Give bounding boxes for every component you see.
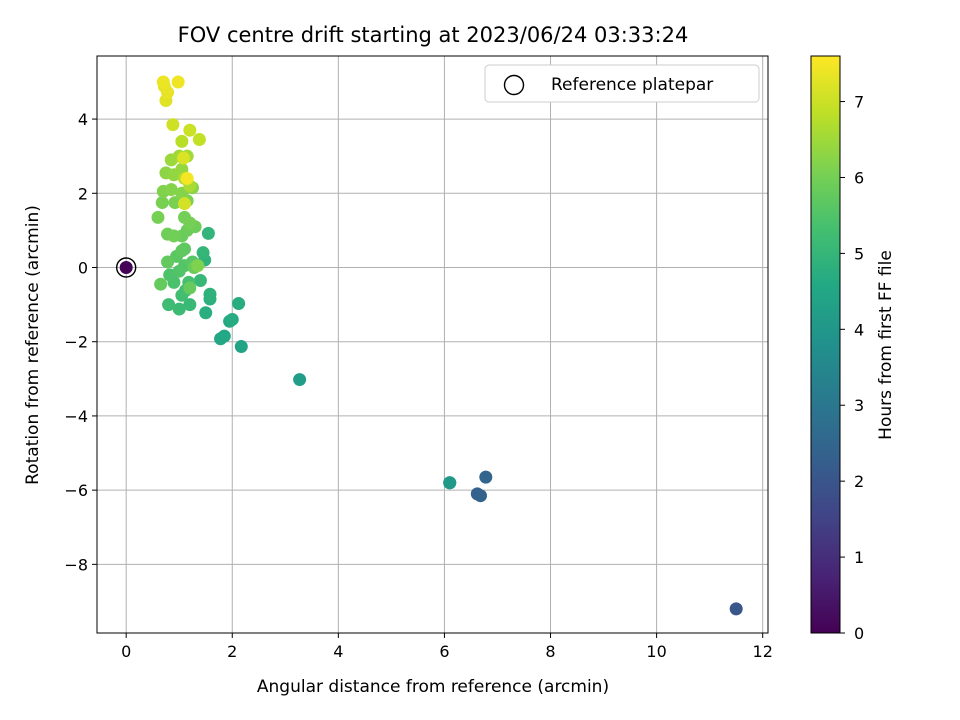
data-point: [199, 306, 213, 320]
data-point: [164, 183, 178, 197]
y-tick-label: −8: [64, 555, 88, 574]
data-point: [171, 75, 185, 89]
data-point: [201, 226, 215, 240]
colorbar-gradient: [810, 55, 841, 634]
data-point: [178, 242, 192, 256]
colorbar-tick-label: 3: [854, 396, 864, 415]
data-point: [162, 298, 176, 312]
data-point: [225, 312, 239, 326]
data-point: [175, 134, 189, 148]
x-tick-label: 0: [121, 642, 131, 661]
colorbar-tick-label: 2: [854, 472, 864, 491]
x-axis-ticks: 0 2 4 6 8 10 12: [121, 633, 773, 661]
colorbar: 0 1 2 3 4 5 6 7 Hours from first FF file: [810, 55, 896, 643]
colorbar-tick-label: 1: [854, 548, 864, 567]
data-point: [192, 132, 206, 146]
data-point: [479, 470, 493, 484]
data-point: [203, 287, 217, 301]
data-point: [151, 210, 165, 224]
data-point: [234, 340, 248, 354]
y-tick-label: 2: [78, 184, 88, 203]
data-point: [176, 151, 190, 165]
x-axis-label: Angular distance from reference (arcmin): [257, 677, 609, 697]
data-point: [183, 123, 197, 137]
x-tick-label: 8: [545, 642, 555, 661]
reference-marker-group: [115, 257, 137, 278]
x-tick-label: 12: [753, 642, 773, 661]
data-point: [172, 302, 186, 316]
colorbar-tick-label: 6: [854, 168, 864, 187]
x-tick-label: 10: [646, 642, 666, 661]
data-point: [217, 329, 231, 343]
data-point: [178, 197, 192, 211]
colorbar-ticks: 0 1 2 3 4 5 6 7: [840, 93, 864, 643]
x-gridlines: [125, 56, 764, 633]
data-point: [183, 216, 197, 230]
y-tick-label: 0: [78, 259, 88, 278]
data-point: [155, 196, 169, 210]
data-point: [183, 281, 197, 295]
colorbar-tick-label: 4: [854, 320, 864, 339]
y-axis-label: Rotation from reference (arcmin): [23, 205, 43, 485]
y-tick-label: −2: [64, 333, 88, 352]
data-point: [166, 118, 180, 132]
legend-label-reference-platepar: Reference platepar: [551, 75, 713, 95]
data-point: [293, 373, 307, 387]
data-point: [196, 246, 210, 260]
colorbar-tick-label: 7: [854, 93, 864, 112]
data-point: [167, 229, 181, 243]
legend-box: [484, 64, 760, 103]
plot-area: [96, 55, 769, 634]
legend: Reference platepar: [484, 64, 760, 103]
colorbar-tick-label: 0: [854, 624, 864, 643]
data-point: [232, 296, 246, 310]
data-point: [474, 489, 488, 503]
colorbar-tick-label: 5: [854, 244, 864, 263]
data-point: [161, 85, 175, 99]
legend-open-circle-icon: [503, 74, 525, 96]
data-point: [443, 476, 457, 490]
y-axis-ticks: −8 −6 −4 −2 0 2 4: [64, 110, 97, 574]
y-tick-label: 4: [78, 110, 88, 129]
colorbar-label: Hours from first FF file: [876, 250, 896, 440]
data-point: [168, 196, 182, 210]
data-point: [193, 273, 207, 287]
reference-platepar-marker: [115, 257, 137, 278]
plot-frame: [96, 55, 769, 634]
x-tick-label: 6: [439, 642, 449, 661]
x-tick-label: 4: [333, 642, 343, 661]
data-point: [161, 255, 175, 269]
chart-title: FOV centre drift starting at 2023/06/24 …: [178, 23, 689, 47]
data-point: [156, 75, 170, 89]
x-tick-label: 2: [227, 642, 237, 661]
data-point: [191, 259, 205, 273]
data-point: [180, 171, 194, 185]
data-point: [154, 277, 168, 291]
data-point: [183, 298, 197, 312]
y-gridlines: [97, 118, 768, 565]
y-tick-label: −4: [64, 407, 88, 426]
data-points: [119, 75, 743, 616]
y-tick-label: −6: [64, 481, 88, 500]
data-point: [729, 602, 743, 616]
data-point: [119, 261, 133, 275]
